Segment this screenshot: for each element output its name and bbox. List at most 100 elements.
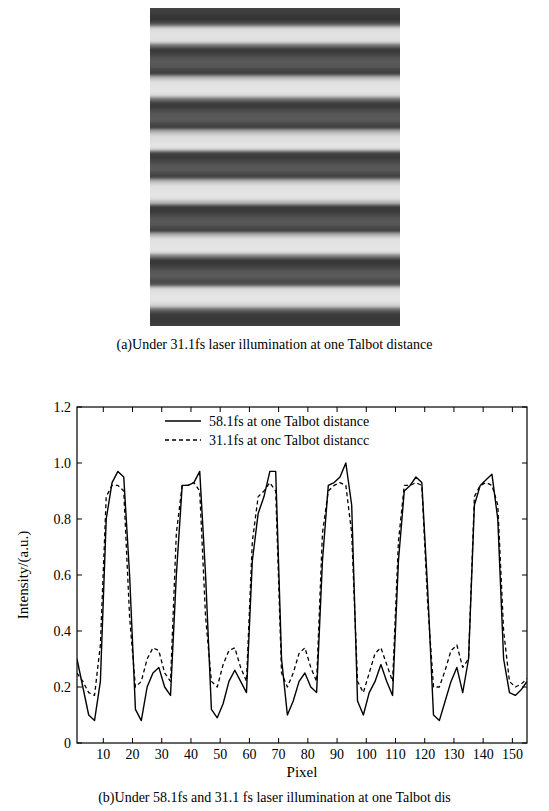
x-tick-top	[483, 407, 484, 412]
stripe	[150, 163, 400, 168]
stripe-layer	[150, 8, 400, 326]
stripe	[150, 245, 400, 250]
stripe	[150, 138, 400, 143]
y-tick-right	[522, 519, 527, 520]
y-tick	[77, 407, 82, 408]
x-tick-top	[307, 407, 308, 412]
stripe	[150, 299, 400, 304]
x-tick-label: 30	[155, 747, 169, 762]
x-tick-label: 20	[126, 747, 140, 762]
stripe	[150, 68, 400, 73]
x-tick-label: 40	[184, 747, 198, 762]
x-tick-top	[366, 407, 367, 412]
y-tick	[77, 631, 82, 632]
stripe	[150, 10, 400, 15]
stripe	[150, 35, 400, 40]
stripe	[150, 196, 400, 201]
y-tick	[77, 463, 82, 464]
stripe	[150, 295, 400, 300]
y-tick-right	[522, 743, 527, 744]
legend-swatch	[165, 420, 201, 421]
stripe	[150, 204, 400, 209]
y-tick-right	[522, 407, 527, 408]
stripe	[150, 117, 400, 122]
stripe	[150, 274, 400, 279]
stripe	[150, 126, 400, 131]
x-tick-label: 100	[356, 747, 377, 762]
x-tick	[453, 738, 454, 743]
stripe	[150, 233, 400, 238]
stripe	[150, 262, 400, 267]
stripe	[150, 39, 400, 44]
x-tick	[424, 738, 425, 743]
y-tick-label: 0.6	[54, 568, 72, 583]
stripe	[150, 142, 400, 147]
stripe	[150, 134, 400, 139]
legend-swatch	[165, 439, 201, 440]
x-tick-label: 10	[96, 747, 110, 762]
x-tick-top	[424, 407, 425, 412]
y-tick	[77, 687, 82, 688]
stripe	[150, 80, 400, 85]
stripe	[150, 316, 400, 321]
stripe	[150, 192, 400, 197]
stripe	[150, 146, 400, 151]
stripe-image	[150, 8, 400, 326]
data-lines	[77, 463, 527, 721]
x-tick	[483, 738, 484, 743]
stripe	[150, 47, 400, 52]
stripe	[150, 155, 400, 160]
stripe	[150, 22, 400, 27]
legend-label: 58.1fs at one Talbot distance	[209, 414, 369, 429]
stripe	[150, 229, 400, 234]
y-tick-label: 1.2	[54, 400, 72, 415]
y-tick-right	[522, 463, 527, 464]
stripe	[150, 266, 400, 271]
stripe	[150, 101, 400, 106]
stripe	[150, 113, 400, 118]
x-tick-top	[278, 407, 279, 412]
stripe	[150, 84, 400, 89]
stripe	[150, 159, 400, 164]
stripe	[150, 324, 400, 326]
stripe	[150, 237, 400, 242]
y-tick	[77, 743, 82, 744]
stripe	[150, 212, 400, 217]
x-tick-top	[249, 407, 250, 412]
stripe	[150, 184, 400, 189]
stripe	[150, 279, 400, 284]
x-tick-label: 50	[213, 747, 227, 762]
x-tick	[220, 738, 221, 743]
stripe	[150, 225, 400, 230]
x-tick	[190, 738, 191, 743]
x-tick-top	[161, 407, 162, 412]
stripe	[150, 64, 400, 69]
stripe	[150, 291, 400, 296]
x-tick	[512, 738, 513, 743]
y-tick-label: 0	[64, 736, 71, 751]
stripe	[150, 55, 400, 60]
stripe	[150, 221, 400, 226]
stripe	[150, 109, 400, 114]
stripe	[150, 307, 400, 312]
stripe	[150, 254, 400, 259]
x-tick-label: 150	[502, 747, 523, 762]
y-tick	[77, 575, 82, 576]
x-tick-label: 140	[473, 747, 494, 762]
y-tick-right	[522, 631, 527, 632]
caption: (a)Under 31.1fs laser illumination at on…	[116, 337, 432, 353]
x-tick-label: 80	[301, 747, 315, 762]
x-tick-top	[337, 407, 338, 412]
stripe	[150, 250, 400, 255]
stripe	[150, 76, 400, 81]
stripe	[150, 208, 400, 213]
stripe	[150, 51, 400, 56]
stripe	[150, 241, 400, 246]
legend: 58.1fs at one Talbot distance31.1fs at o…	[165, 414, 369, 448]
x-tick	[395, 738, 396, 743]
x-tick	[249, 738, 250, 743]
caption: (b)Under 58.1fs and 31.1 fs laser illumi…	[98, 790, 451, 806]
stripe	[150, 303, 400, 308]
x-tick-top	[103, 407, 104, 412]
y-tick-label: 0.8	[54, 512, 72, 527]
